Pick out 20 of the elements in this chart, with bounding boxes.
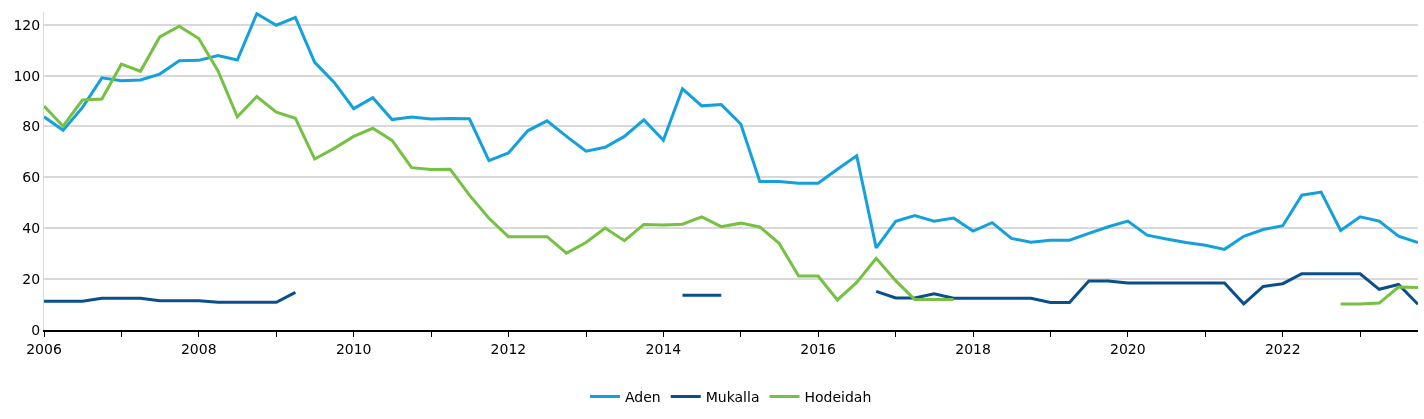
x-tick-label: 2010: [335, 340, 372, 357]
y-tick-label: 100: [13, 67, 41, 84]
legend-label: Mukalla: [705, 388, 760, 405]
line-series: [44, 12, 1418, 251]
x-tick-label: 2006: [26, 340, 62, 357]
y-tick-label: 20: [22, 271, 41, 288]
y-tick-label: 60: [22, 169, 41, 186]
x-tick-label: 2018: [955, 340, 991, 357]
legend-label: Hodeidah: [804, 388, 872, 405]
x-tick-label: 2012: [490, 340, 527, 357]
x-tick-label: 2008: [180, 340, 217, 357]
y-tick-label: 120: [13, 16, 41, 33]
x-tick-label: 2016: [800, 340, 837, 357]
legend-label: Aden: [625, 388, 661, 405]
x-tick-label: 2014: [645, 340, 682, 357]
y-tick-label: 40: [22, 220, 41, 237]
x-tick-label: 2020: [1109, 340, 1146, 357]
x-tick-label: 2022: [1264, 340, 1301, 357]
y-tick-label: 80: [22, 118, 41, 135]
y-tick-label: 0: [31, 321, 41, 338]
